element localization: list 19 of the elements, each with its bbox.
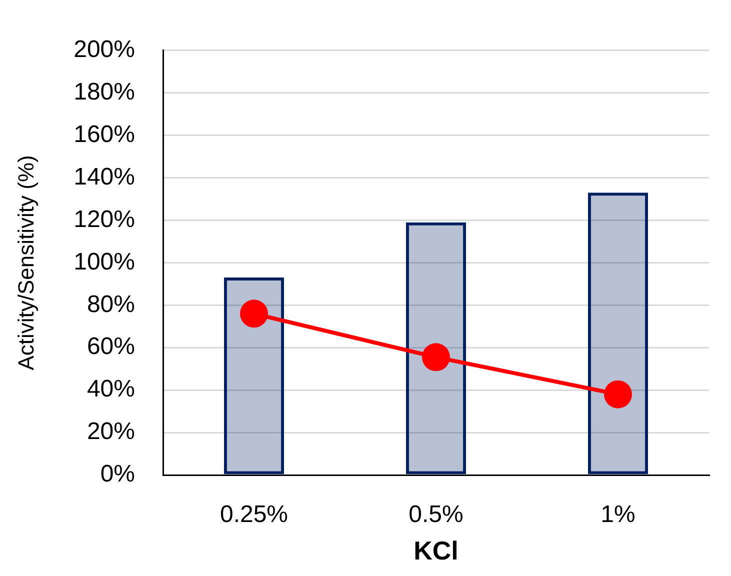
y-tick-label: 160% (74, 120, 135, 148)
x-tick-label: 0.5% (408, 501, 464, 528)
y-tick-label: 60% (86, 333, 135, 360)
y-tick-label: 200% (74, 36, 135, 64)
y-axis-title: Activity/Sensitivity (%) (13, 155, 38, 370)
y-tick-label: 100% (74, 248, 135, 276)
y-tick-label: 80% (86, 290, 135, 318)
y-tick-label: 140% (74, 163, 135, 190)
y-tick-label: 120% (74, 206, 135, 233)
x-tick-label: 1% (600, 501, 636, 528)
y-tick-label: 0% (100, 460, 135, 488)
y-tick-label: 40% (86, 376, 135, 403)
point (422, 343, 450, 372)
y-tick-label: 180% (74, 78, 135, 106)
y-tick-label: 20% (86, 418, 135, 446)
point (604, 380, 632, 408)
x-tick-label: 0.25% (220, 501, 288, 528)
x-axis-title: KCl (414, 536, 458, 566)
point (240, 300, 268, 328)
